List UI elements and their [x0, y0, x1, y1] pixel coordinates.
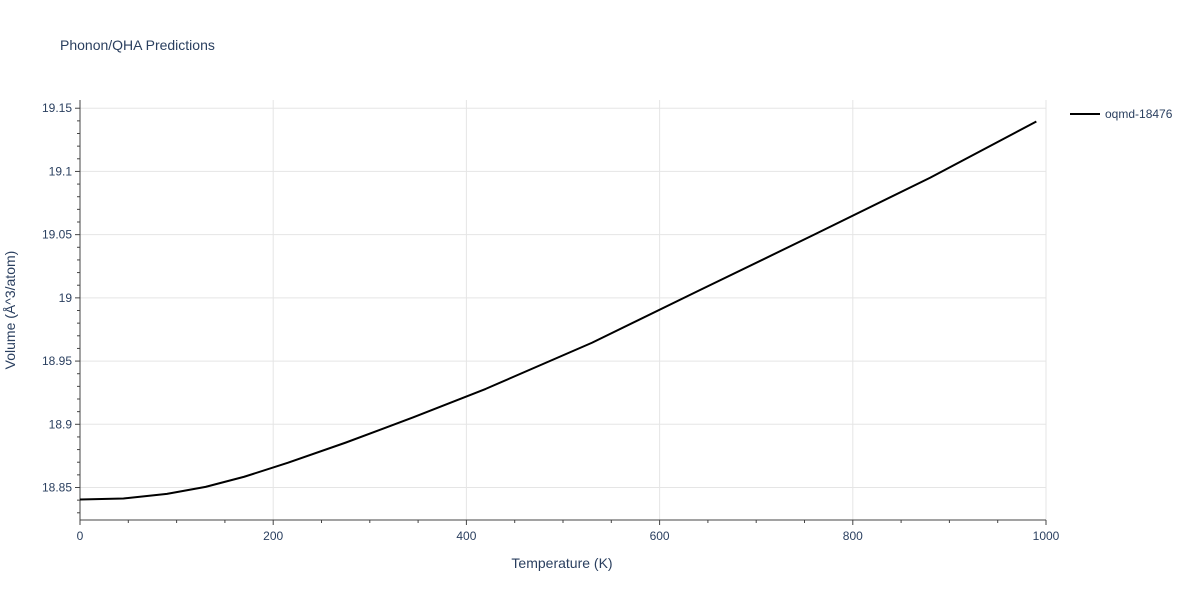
x-tick-label: 1000 — [1033, 529, 1060, 543]
y-tick-label: 19.15 — [42, 101, 72, 115]
x-axis-title: Temperature (K) — [511, 555, 612, 571]
x-tick-label: 600 — [650, 529, 670, 543]
grid — [80, 100, 1047, 520]
y-tick-label: 19.1 — [49, 164, 73, 178]
series-line-oqmd-18476 — [79, 120, 1037, 501]
y-tick-label: 18.9 — [49, 417, 73, 431]
y-tick-label: 19 — [59, 291, 73, 305]
x-tick-label: 800 — [843, 529, 863, 543]
legend[interactable]: oqmd-18476 — [1070, 107, 1173, 121]
y-tick-label: 18.95 — [42, 354, 72, 368]
x-tick-label: 0 — [77, 529, 84, 543]
series-layer — [79, 120, 1037, 501]
y-tick-label: 19.05 — [42, 228, 72, 242]
chart-title: Phonon/QHA Predictions — [60, 37, 215, 53]
y-tick-label: 18.85 — [42, 481, 72, 495]
x-tick-label: 400 — [456, 529, 476, 543]
y-axis-title: Volume (Å^3/atom) — [2, 251, 18, 370]
x-tick-label: 200 — [263, 529, 283, 543]
axes: 0 200 400 600 800 1000 18.85 18.9 18.95 19 19.05 19… — [42, 100, 1060, 543]
legend-label[interactable]: oqmd-18476 — [1105, 107, 1173, 121]
